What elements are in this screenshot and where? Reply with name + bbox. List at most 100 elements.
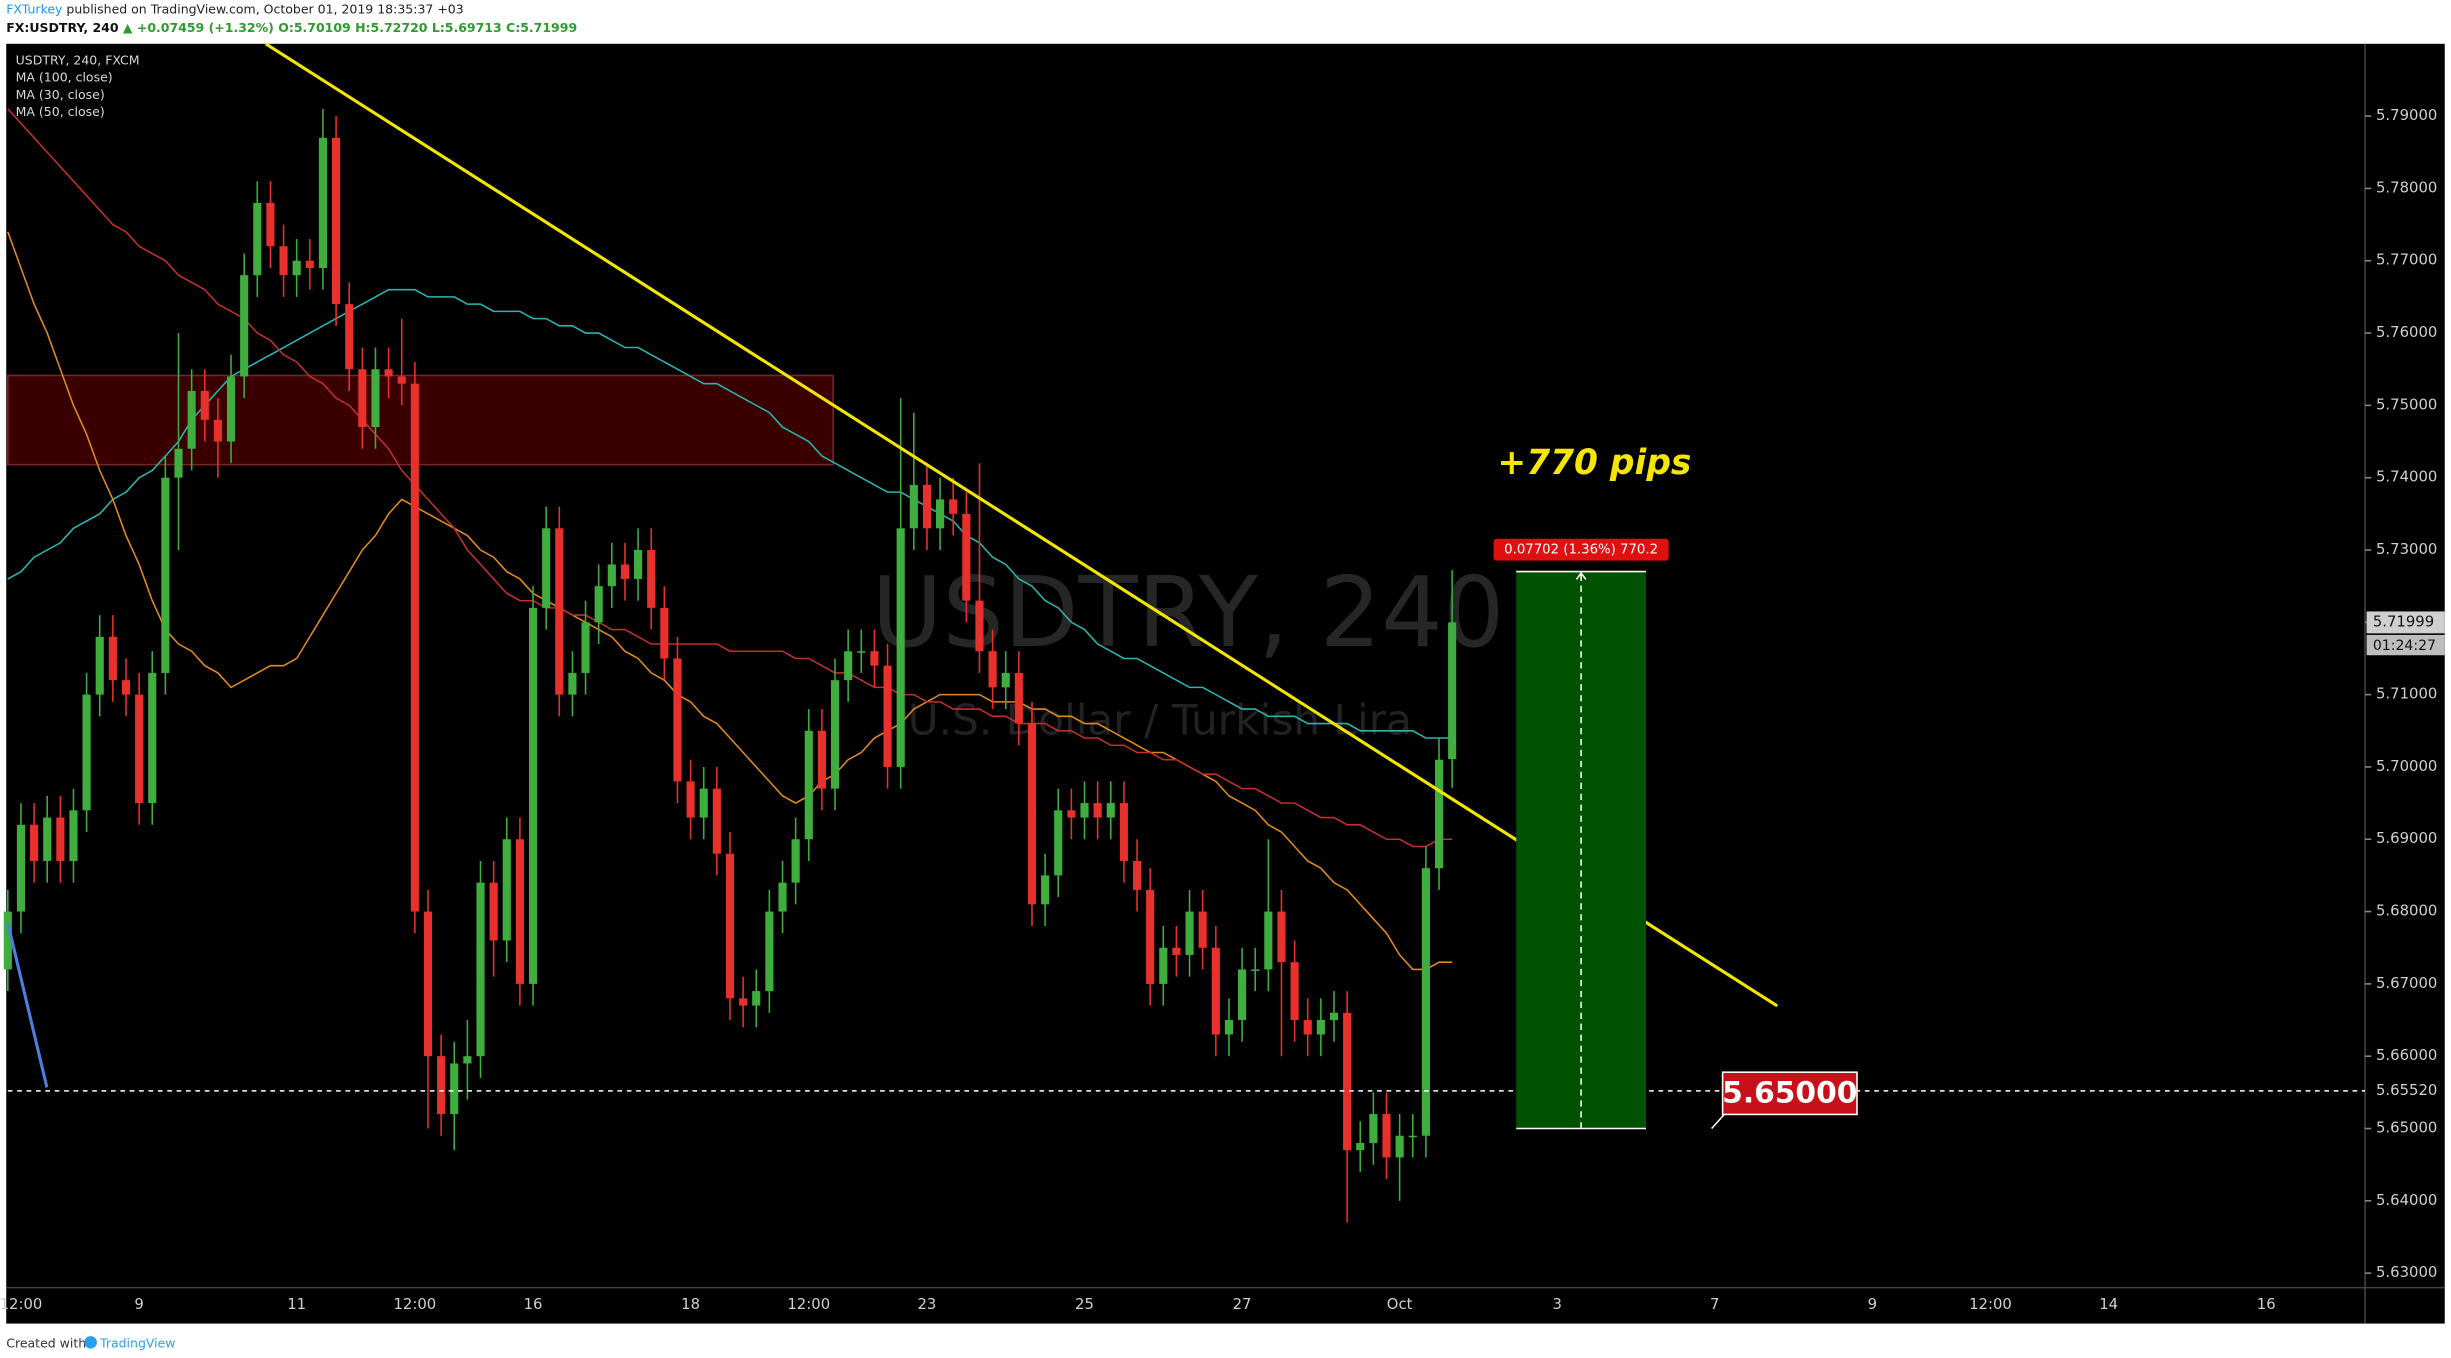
candle-body bbox=[1224, 1020, 1234, 1035]
plot bbox=[3, 108, 1457, 1223]
candle-body bbox=[489, 882, 498, 941]
y-tick-label: 5.74000 bbox=[2376, 468, 2437, 486]
candle-body bbox=[922, 484, 932, 529]
candle-body bbox=[1198, 911, 1207, 948]
pips-annotation: +770 pips bbox=[1497, 443, 1691, 483]
candle-body bbox=[844, 651, 853, 681]
candle-body bbox=[936, 499, 945, 529]
published: published on TradingView.com, October 01… bbox=[66, 1, 463, 16]
candle-body bbox=[1303, 1020, 1312, 1035]
candle-body bbox=[909, 484, 918, 529]
candle-body bbox=[410, 383, 419, 912]
x-tick-label: 14 bbox=[2099, 1295, 2118, 1313]
candle-body bbox=[1395, 1135, 1404, 1158]
candle-body bbox=[371, 369, 380, 428]
candle-body bbox=[1421, 868, 1430, 1136]
candle-body bbox=[305, 260, 314, 268]
candle-body bbox=[423, 911, 433, 1057]
x-tick-label: 9 bbox=[1868, 1295, 1877, 1313]
watermark-description: U.S. Dollar / Turkish Lira bbox=[908, 695, 1412, 744]
x-tick-label: 23 bbox=[917, 1295, 936, 1313]
candle-body bbox=[318, 137, 328, 268]
candle-body bbox=[581, 622, 590, 673]
candle-body bbox=[1146, 889, 1155, 984]
candle-body bbox=[1159, 947, 1168, 984]
candle-body bbox=[1290, 962, 1299, 1021]
candle-body bbox=[962, 513, 971, 601]
x-tick-label: 12:00 bbox=[787, 1295, 830, 1313]
y-tick-label: 5.70000 bbox=[2376, 757, 2437, 775]
y-tick-label: 5.73000 bbox=[2376, 540, 2437, 558]
candle-body bbox=[686, 781, 695, 818]
candle-body bbox=[949, 499, 958, 514]
candle-body bbox=[397, 376, 406, 384]
candle-body bbox=[226, 376, 236, 442]
y-tick-label: 5.68000 bbox=[2376, 902, 2437, 920]
candle-body bbox=[437, 1056, 446, 1115]
candle-body bbox=[634, 550, 643, 579]
y-tick-label: 5.65000 bbox=[2376, 1119, 2437, 1137]
legend-entry: MA (100, close) bbox=[16, 70, 113, 85]
candle-body bbox=[817, 730, 826, 789]
candle-body bbox=[528, 607, 538, 984]
candle-body bbox=[174, 448, 183, 478]
candle-body bbox=[253, 202, 262, 276]
candle-body bbox=[3, 911, 12, 970]
ohlc-close: C:5.71999 bbox=[506, 20, 577, 35]
measure-arrowhead bbox=[1575, 571, 1587, 580]
candle-body bbox=[240, 275, 249, 377]
candle-body bbox=[1382, 1114, 1391, 1158]
blue-line bbox=[6, 922, 49, 1088]
candle-body bbox=[121, 680, 131, 695]
y-tick-label: 5.66000 bbox=[2376, 1046, 2437, 1064]
x-tick-label: 27 bbox=[1233, 1295, 1252, 1313]
candle-body bbox=[712, 788, 721, 854]
candle-body bbox=[1132, 860, 1142, 890]
candle-body bbox=[778, 882, 787, 912]
ohlc-open: O:5.70109 bbox=[278, 20, 351, 35]
y-tick-label: 5.69000 bbox=[2376, 829, 2437, 847]
candle-body bbox=[660, 607, 669, 659]
resistance-zone bbox=[7, 374, 834, 466]
candle-body bbox=[699, 788, 708, 818]
candle-body bbox=[450, 1063, 459, 1115]
footer-brand[interactable]: TradingView bbox=[99, 1335, 175, 1350]
candle-body bbox=[1277, 911, 1286, 963]
candle-body bbox=[502, 839, 511, 941]
x-tick-label: 12:00 bbox=[1969, 1295, 2012, 1313]
x-tick-label: 7 bbox=[1710, 1295, 1719, 1313]
candle-body bbox=[1027, 723, 1037, 905]
candle-body bbox=[1316, 1020, 1325, 1035]
candle-body bbox=[568, 672, 577, 695]
candle-body bbox=[975, 600, 984, 652]
candle-body bbox=[1264, 911, 1273, 970]
ma-line bbox=[7, 231, 1453, 971]
ohlc-low: L:5.69713 bbox=[432, 20, 502, 35]
last-price-label: 5.71999 bbox=[2373, 612, 2434, 630]
countdown-box bbox=[2366, 634, 2445, 656]
candle-body bbox=[1329, 1012, 1339, 1021]
x-tick-label: 16 bbox=[524, 1295, 543, 1313]
candle-body bbox=[476, 882, 485, 1057]
brand-icon bbox=[84, 1336, 97, 1349]
candle-body bbox=[266, 202, 275, 247]
candle-body bbox=[1106, 803, 1115, 818]
ohlc-high: H:5.72720 bbox=[355, 20, 428, 35]
symbol: FX:USDTRY, 240 bbox=[6, 20, 119, 35]
header-line-1: FXTurkey published on TradingView.com, O… bbox=[6, 1, 463, 16]
candle-body bbox=[725, 853, 735, 999]
candle-body bbox=[43, 817, 52, 861]
candle-body bbox=[752, 991, 761, 1006]
y-tick-label: 5.76000 bbox=[2376, 323, 2437, 341]
candle-body bbox=[135, 694, 144, 804]
candle-body bbox=[857, 651, 866, 653]
candle-body bbox=[765, 911, 774, 992]
author[interactable]: FXTurkey bbox=[6, 1, 63, 16]
candle-body bbox=[1448, 622, 1457, 760]
candle-body bbox=[739, 998, 748, 1006]
x-tick-label: 3 bbox=[1552, 1295, 1561, 1313]
candle-body bbox=[673, 658, 682, 782]
legend-symbol: USDTRY, 240, FXCM bbox=[16, 53, 140, 68]
